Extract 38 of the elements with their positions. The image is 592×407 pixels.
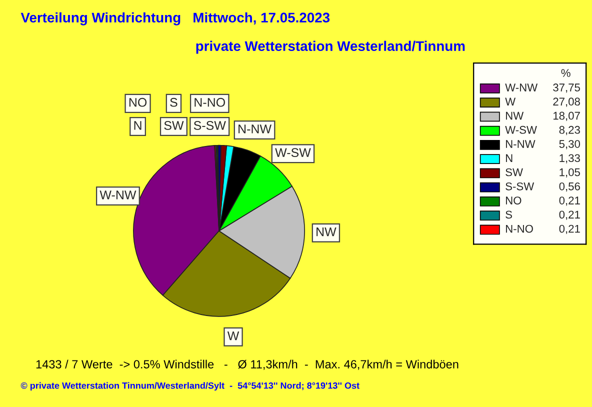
legend-label: N-NO	[506, 224, 533, 233]
data-label: 0,21	[559, 210, 580, 220]
legend-label: N-NW	[506, 140, 536, 148]
category-label: N	[134, 121, 142, 130]
slice-label: W-NW	[100, 190, 136, 200]
text: 1433 / 7 Werte -> 0.5% Windstille - Ø 11,3km/h - Max. 46,7km/h = Windböen	[36, 360, 458, 370]
legend-label: N	[506, 154, 512, 162]
legend-label: S	[506, 210, 512, 219]
data-label: 1,33	[560, 154, 580, 164]
legend-label: NW	[506, 112, 524, 120]
category-label: S	[170, 98, 178, 107]
legend-label: SW	[506, 168, 523, 176]
data-label: 0,56	[559, 182, 580, 192]
legend-label: NO	[506, 196, 522, 204]
data-label: 37,75	[553, 84, 580, 93]
legend-title: %	[561, 69, 570, 77]
slice-label: N-NO	[194, 98, 226, 107]
data-label: 27,08	[553, 98, 580, 107]
chart-title: Verteilung Windrichtung Mittwoch, 17.05.2023	[20, 12, 330, 26]
data-label: 0,21	[559, 196, 580, 206]
slice-label: W-SW	[275, 148, 311, 157]
data-label: 18,07	[554, 112, 580, 121]
data-label: 5,30	[559, 140, 580, 150]
legend-label: W-SW	[505, 126, 537, 134]
slice-label: NW	[316, 228, 336, 236]
legend-label: W	[505, 98, 516, 106]
legend-label: W-NW	[505, 84, 538, 92]
category-label: SW	[164, 121, 184, 130]
chart-subtitle: private Wetterstation Westerland/Tinnum	[196, 40, 465, 54]
slice-label: W	[227, 331, 240, 340]
slice-label: S-SW	[194, 121, 226, 130]
legend-label: S-SW	[506, 182, 534, 190]
data-label: 1,05	[560, 168, 580, 178]
slice-label: N-NW	[238, 124, 272, 134]
text: © private Wetterstation Tinnum/Westerland/Sylt - 54°54'13'' Nord; 8°19'13'' Ost	[20, 382, 360, 391]
data-label: 0,21	[559, 224, 580, 234]
category-label: NO	[129, 98, 147, 107]
data-label: 8,23	[559, 126, 580, 136]
